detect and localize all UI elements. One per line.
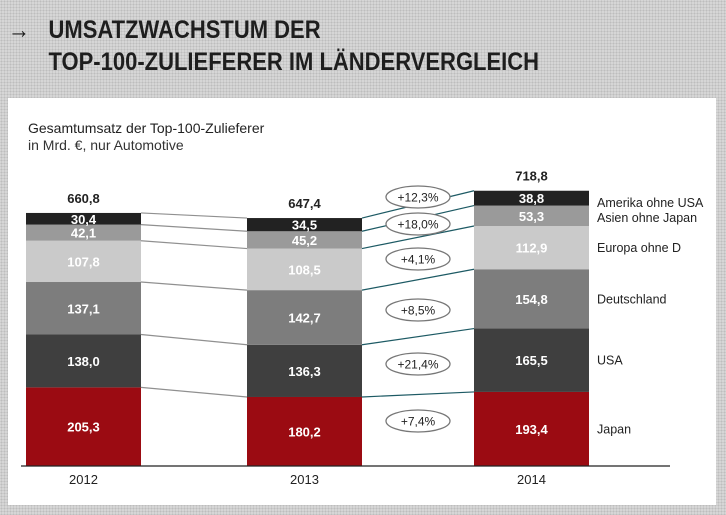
growth-label: +12,3% — [397, 191, 438, 205]
bar-value-label: 142,7 — [288, 310, 321, 325]
growth-label: +7,4% — [401, 415, 436, 429]
x-tick-label: 2013 — [290, 472, 319, 487]
x-tick-label: 2014 — [517, 472, 546, 487]
bar-segment — [474, 269, 589, 329]
header-line-2: TOP-100-ZULIEFERER IM LÄNDERVERGLEICH — [48, 48, 540, 76]
connector-line — [140, 240, 248, 250]
bar-value-label: 30,4 — [71, 212, 97, 227]
legend-label: USA — [597, 354, 623, 368]
bar-value-label: 138,0 — [67, 354, 100, 369]
bar-value-label: 53,3 — [519, 209, 544, 224]
bar-value-label: 193,4 — [515, 422, 548, 437]
connector-line — [140, 386, 248, 398]
x-tick-label: 2012 — [69, 472, 98, 487]
growth-oval — [385, 352, 451, 376]
growth-oval — [385, 212, 451, 236]
total-label: 718,8 — [515, 169, 548, 184]
legend-label: Asien ohne Japan — [597, 211, 697, 225]
bar-segment — [26, 387, 141, 466]
total-label: 660,8 — [67, 191, 100, 206]
bar-value-label: 137,1 — [67, 301, 100, 316]
legend-label: Japan — [597, 422, 631, 436]
header-line-1: UMSATZWACHSTUM DER — [48, 16, 321, 44]
connector-line — [140, 281, 248, 291]
bar-value-label: 34,5 — [292, 218, 317, 233]
bar-value-label: 205,3 — [67, 420, 100, 435]
bar-segment — [247, 396, 362, 466]
connector-line — [361, 268, 475, 291]
growth-oval — [385, 185, 451, 209]
legend-label: Europa ohne D — [597, 241, 681, 255]
bar-segment — [247, 344, 362, 397]
growth-label: +4,1% — [401, 253, 436, 267]
bar-value-label: 154,8 — [515, 292, 548, 307]
connector-line — [140, 223, 248, 232]
bar-segment — [474, 391, 589, 466]
legend-label: Deutschland — [597, 292, 667, 306]
chart-title: Gesamtumsatz der Top-100-Zulieferer — [28, 120, 265, 136]
growth-label: +8,5% — [401, 304, 436, 318]
bar-segment — [247, 231, 362, 249]
bar-segment — [247, 248, 362, 291]
bar-value-label: 42,1 — [71, 226, 96, 241]
bar-segment — [26, 224, 141, 241]
bar-segment — [474, 205, 589, 227]
bar-segment — [26, 240, 141, 283]
bar-segment — [474, 328, 589, 392]
bar-value-label: 107,8 — [67, 254, 100, 269]
connector-line — [361, 391, 475, 398]
total-label: 647,4 — [288, 196, 321, 211]
growth-oval — [385, 409, 451, 433]
bar-segment — [26, 212, 141, 225]
bar-segment — [474, 190, 589, 206]
bar-segment — [474, 226, 589, 270]
connector-line — [361, 327, 475, 346]
bar-segment — [247, 290, 362, 345]
bar-value-label: 180,2 — [288, 424, 321, 439]
connector-line — [140, 212, 248, 219]
bar-value-label: 45,2 — [292, 233, 317, 248]
bar-segment — [247, 218, 362, 232]
growth-oval — [385, 247, 451, 271]
legend-label: Amerika ohne USA — [597, 196, 704, 210]
chart-subtitle: in Mrd. €, nur Automotive — [28, 137, 184, 153]
bar-segment — [26, 282, 141, 335]
right-arrow-icon: → — [8, 16, 30, 44]
bar-value-label: 38,8 — [519, 191, 544, 206]
connector-line — [140, 333, 248, 346]
bar-value-label: 108,5 — [288, 262, 321, 277]
growth-label: +18,0% — [397, 218, 438, 232]
bar-segment — [26, 334, 141, 388]
growth-oval — [385, 298, 451, 322]
connector-line — [361, 225, 475, 250]
bar-value-label: 165,5 — [515, 353, 548, 368]
bar-value-label: 136,3 — [288, 364, 321, 379]
bar-value-label: 112,9 — [516, 241, 548, 256]
growth-label: +21,4% — [397, 358, 438, 372]
